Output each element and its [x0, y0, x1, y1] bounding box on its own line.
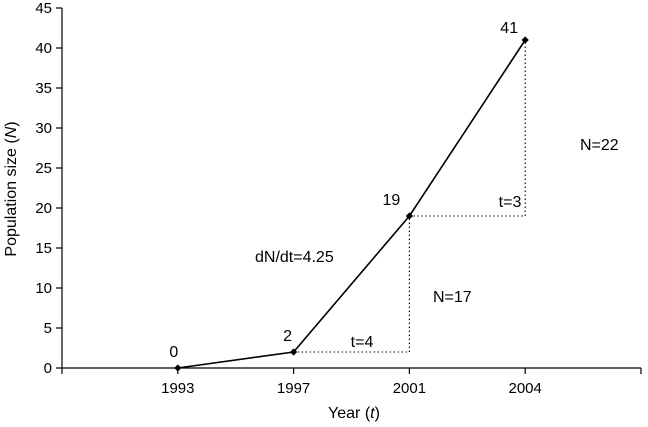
x-axis-title-var: t [370, 405, 375, 422]
y-axis-title-var: N [3, 126, 20, 138]
y-tick-label: 25 [35, 160, 52, 177]
delta-t-label-2: t=3 [499, 194, 522, 211]
data-labels: 0 2 19 41 [169, 20, 518, 361]
x-tick-label: 2004 [509, 380, 542, 397]
x-axis-title: Year (t) [328, 405, 380, 422]
axes [61, 8, 641, 369]
delta-n-label-2: N=22 [580, 137, 619, 154]
x-axis-ticks: 1993 1997 2001 2004 [61, 368, 642, 397]
x-tick-label: 1997 [277, 380, 310, 397]
delta-guides [293, 40, 526, 353]
data-point-marker [521, 36, 529, 44]
x-tick-label: 1993 [161, 380, 194, 397]
y-tick-label: 45 [35, 0, 52, 17]
data-point-marker [174, 364, 182, 372]
y-tick-label: 35 [35, 80, 52, 97]
y-tick-label: 5 [44, 320, 52, 337]
slope-label: dN/dt=4.25 [255, 249, 334, 266]
delta-t-label-1: t=4 [351, 334, 374, 351]
y-tick-label: 15 [35, 240, 52, 257]
data-label: 41 [500, 20, 518, 37]
y-tick-label: 20 [35, 200, 52, 217]
delta-n-label-1: N=17 [433, 289, 472, 306]
y-tick-label: 0 [44, 360, 52, 377]
y-tick-label: 30 [35, 120, 52, 137]
data-point-marker [405, 212, 413, 220]
y-axis-title: Population size (N) [3, 121, 20, 256]
x-tick-label: 2001 [393, 380, 426, 397]
series-group [174, 36, 529, 372]
data-point-marker [290, 348, 298, 356]
y-axis-title-text: Population size [3, 148, 20, 257]
data-label: 2 [283, 328, 292, 345]
y-tick-label: 10 [35, 280, 52, 297]
y-axis-ticks: 0 5 10 15 20 25 30 35 40 45 [35, 0, 62, 377]
data-label: 19 [383, 192, 401, 209]
x-axis-title-text: Year [328, 405, 361, 422]
series-line [177, 39, 526, 369]
y-tick-label: 40 [35, 40, 52, 57]
data-label: 0 [169, 344, 178, 361]
